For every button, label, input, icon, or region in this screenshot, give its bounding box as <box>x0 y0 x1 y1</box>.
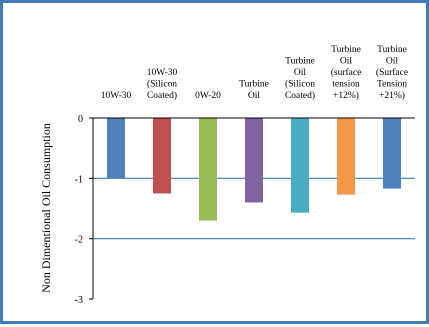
bar <box>199 118 217 221</box>
bar <box>383 118 401 189</box>
category-label-line: Oil <box>386 57 399 67</box>
category-label-line: Oil <box>248 91 261 101</box>
category-label: 10W-30 (Silicon Coated) <box>147 68 178 101</box>
category-label-line: +12%) <box>333 90 359 101</box>
category-label: Turbine Oil (Silicon Coated) <box>285 57 315 102</box>
category-label: Turbine Oil (surface tension +12%) <box>331 45 362 101</box>
category-label-line: Tension <box>377 80 407 90</box>
category-label-line: Turbine <box>377 45 407 55</box>
category-label-line: Oil <box>294 68 307 78</box>
category-label: 0W-20 <box>195 91 221 101</box>
category-label-line: Turbine <box>331 45 361 55</box>
category-label-line: 10W-30 <box>101 91 132 101</box>
category-label-line: +21%) <box>379 90 405 101</box>
category-label-line: tension <box>332 80 360 90</box>
category-label-line: Coated) <box>147 90 177 101</box>
bar <box>291 118 309 213</box>
bar <box>245 118 263 203</box>
y-tick-label: 0 <box>78 114 83 125</box>
category-label-line: (Silicon <box>147 79 177 90</box>
y-axis-label: Non Dimentional Oil Consumption <box>39 123 53 293</box>
category-label-line: (Surface <box>376 67 408 78</box>
category-label-line: (surface <box>331 67 362 78</box>
category-label-line: 0W-20 <box>195 91 221 101</box>
category-label-line: (Silicon <box>285 79 315 90</box>
category-label-line: Oil <box>340 57 353 67</box>
category-label: Turbine Oil <box>239 80 269 102</box>
bar-layer <box>107 118 401 221</box>
y-tick-label: -2 <box>75 235 83 246</box>
category-label-line: 10W-30 <box>147 68 178 78</box>
bar <box>107 118 125 179</box>
y-tick-label: -3 <box>75 295 83 306</box>
category-label-line: Turbine <box>285 57 315 67</box>
category-label-line: Turbine <box>239 80 269 90</box>
category-label: Turbine Oil (Surface Tension +21%) <box>376 45 408 101</box>
category-label: 10W-30 <box>101 91 132 101</box>
bar <box>337 118 355 195</box>
bar <box>153 118 171 194</box>
y-tick-label: -1 <box>75 174 83 185</box>
category-label-line: Coated) <box>285 90 315 101</box>
axis-layer <box>89 117 415 300</box>
